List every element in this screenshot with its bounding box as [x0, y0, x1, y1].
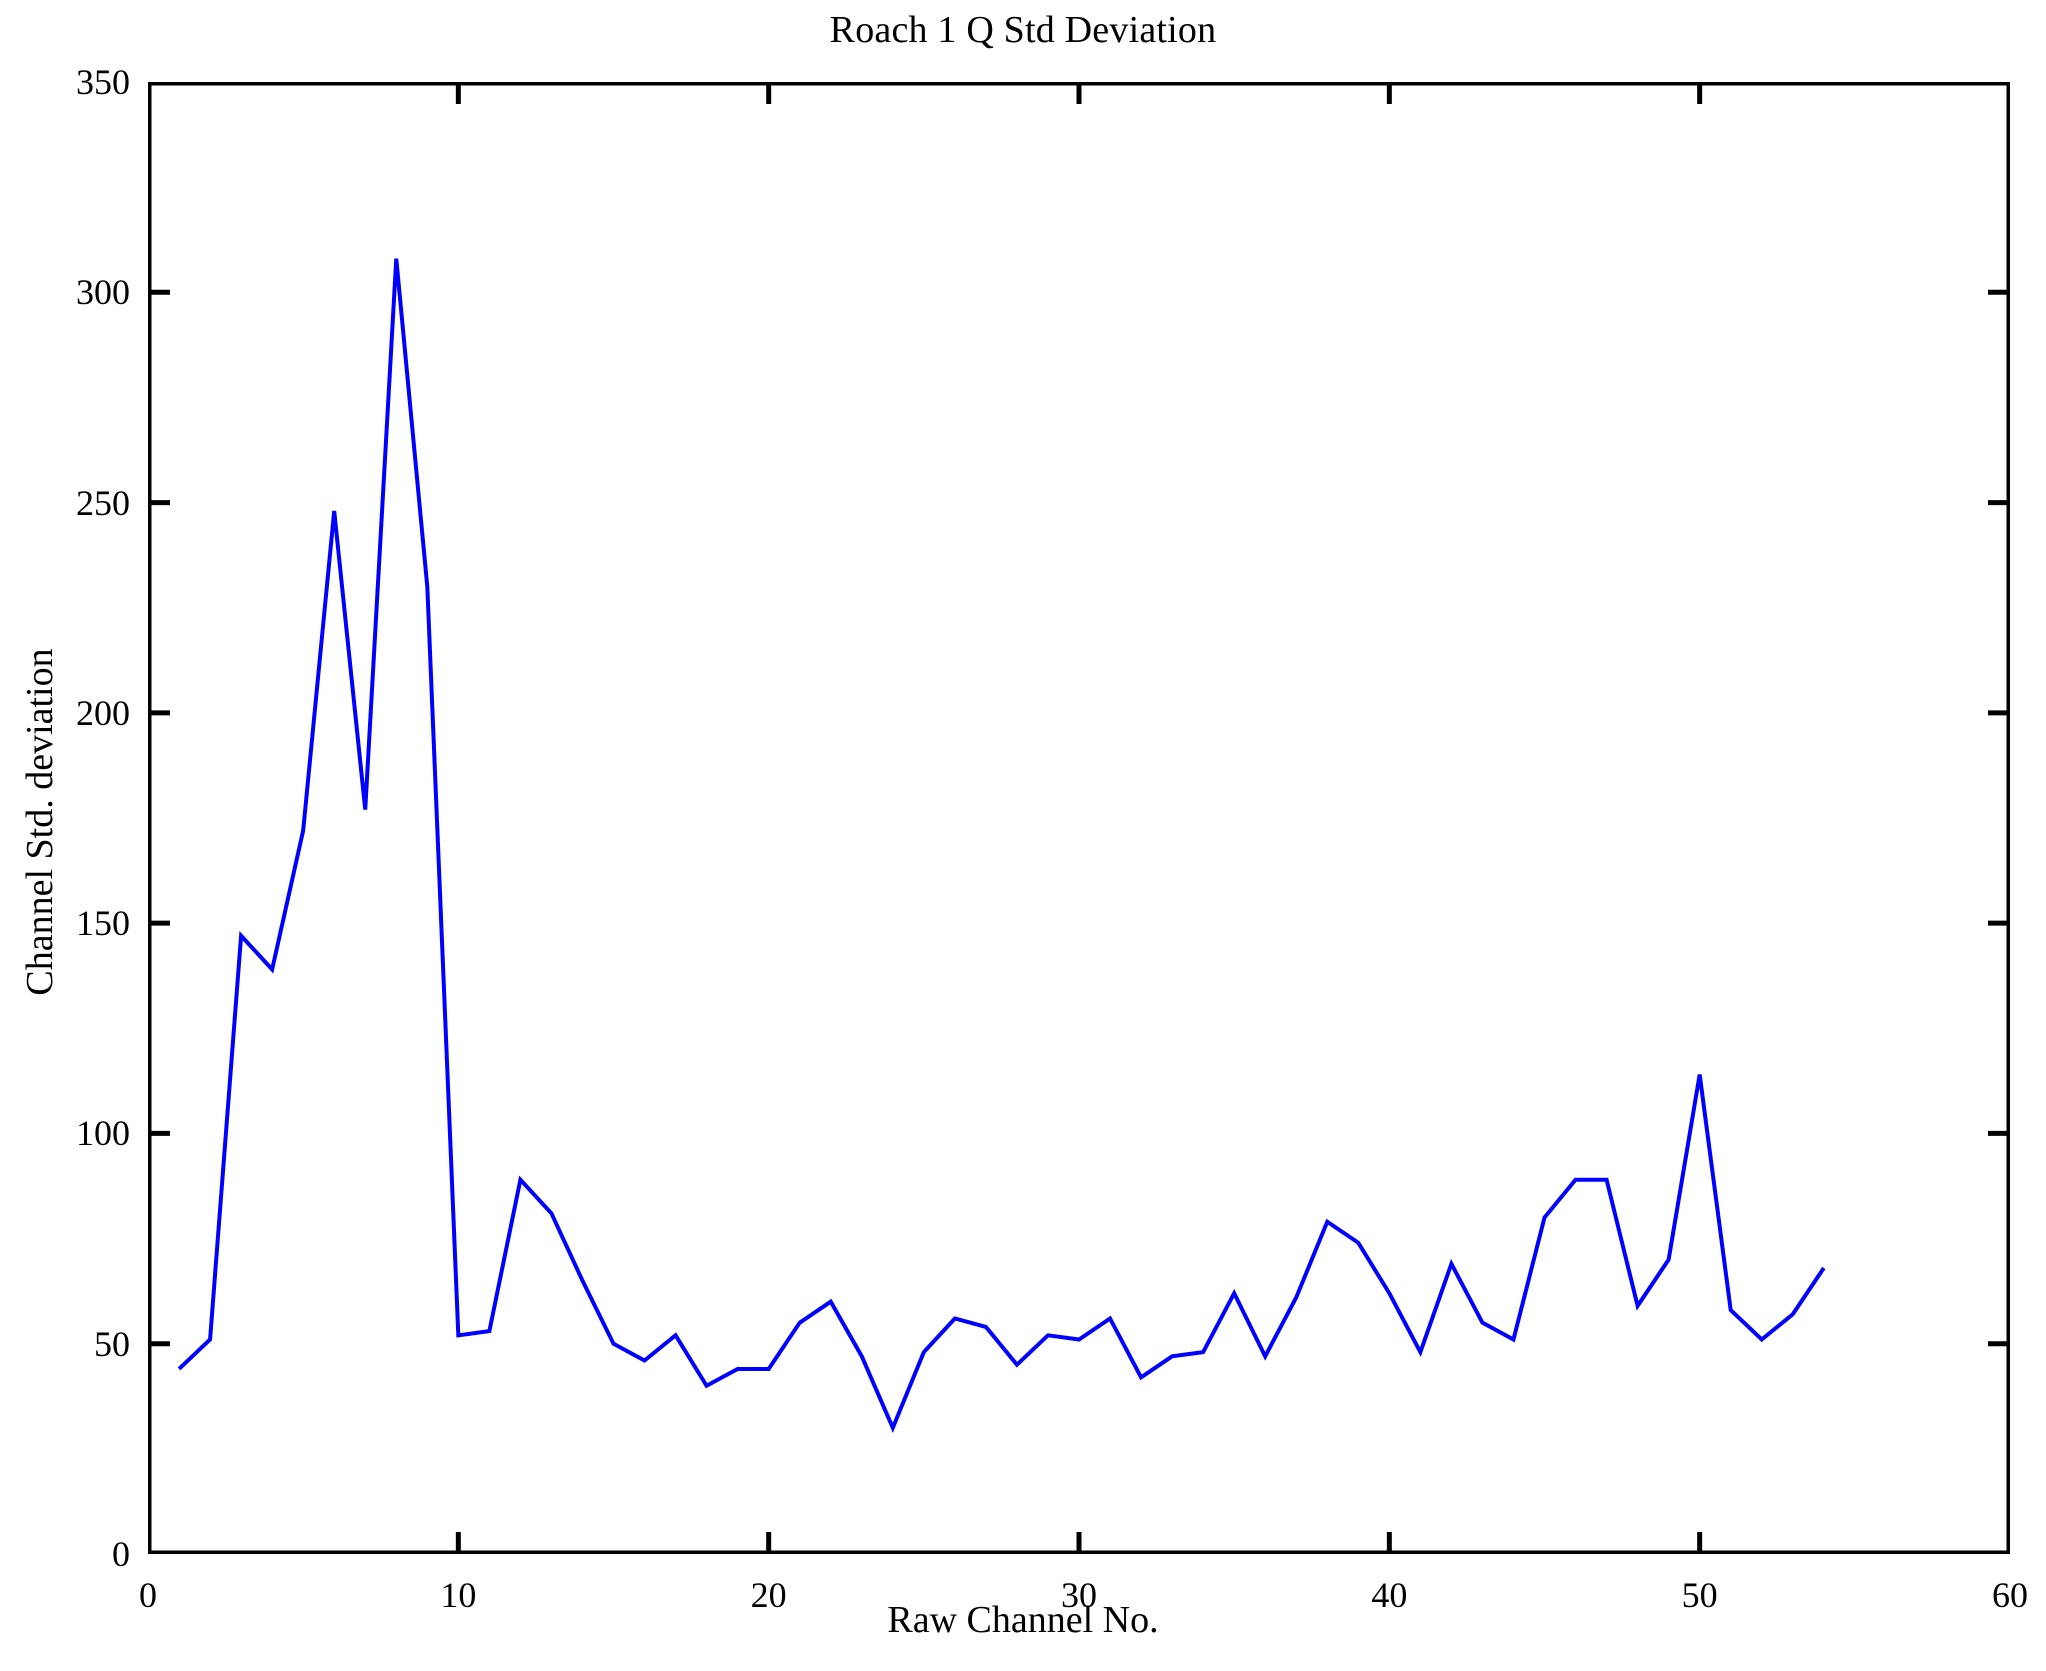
y-axis-label: Channel Std. deviation [19, 648, 61, 996]
x-tick-label: 40 [1371, 1575, 1408, 1615]
y-tick-label: 100 [76, 1113, 130, 1154]
y-tick-marks [148, 82, 2010, 1554]
plot-svg [148, 82, 2010, 1554]
x-tick-label: 60 [1992, 1575, 2028, 1615]
y-tick-label: 200 [76, 692, 130, 733]
x-tick-label: 0 [139, 1575, 157, 1615]
x-tick-label: 20 [750, 1575, 787, 1615]
y-tick-label: 0 [112, 1534, 130, 1574]
y-tick-label: 300 [76, 272, 130, 313]
x-tick-label: 30 [1061, 1575, 1097, 1615]
plot-area: 0 50 100 150 200 250 300 350 0 10 20 30 40 50 60 [76, 62, 2028, 1615]
x-tick-marks [148, 82, 2010, 1554]
x-tick-label: 50 [1681, 1575, 1718, 1615]
y-tick-label: 150 [76, 903, 130, 944]
x-tick-label: 10 [440, 1575, 477, 1615]
y-tick-label: 250 [76, 482, 130, 523]
y-tick-label: 350 [76, 62, 130, 102]
data-series-line [177, 258, 1826, 1433]
chart-title: Roach 1 Q Std Deviation [829, 9, 1217, 51]
y-tick-label: 50 [94, 1323, 130, 1364]
x-axis-label: Raw Channel No. [887, 1599, 1159, 1641]
plot-background [148, 82, 2010, 1554]
